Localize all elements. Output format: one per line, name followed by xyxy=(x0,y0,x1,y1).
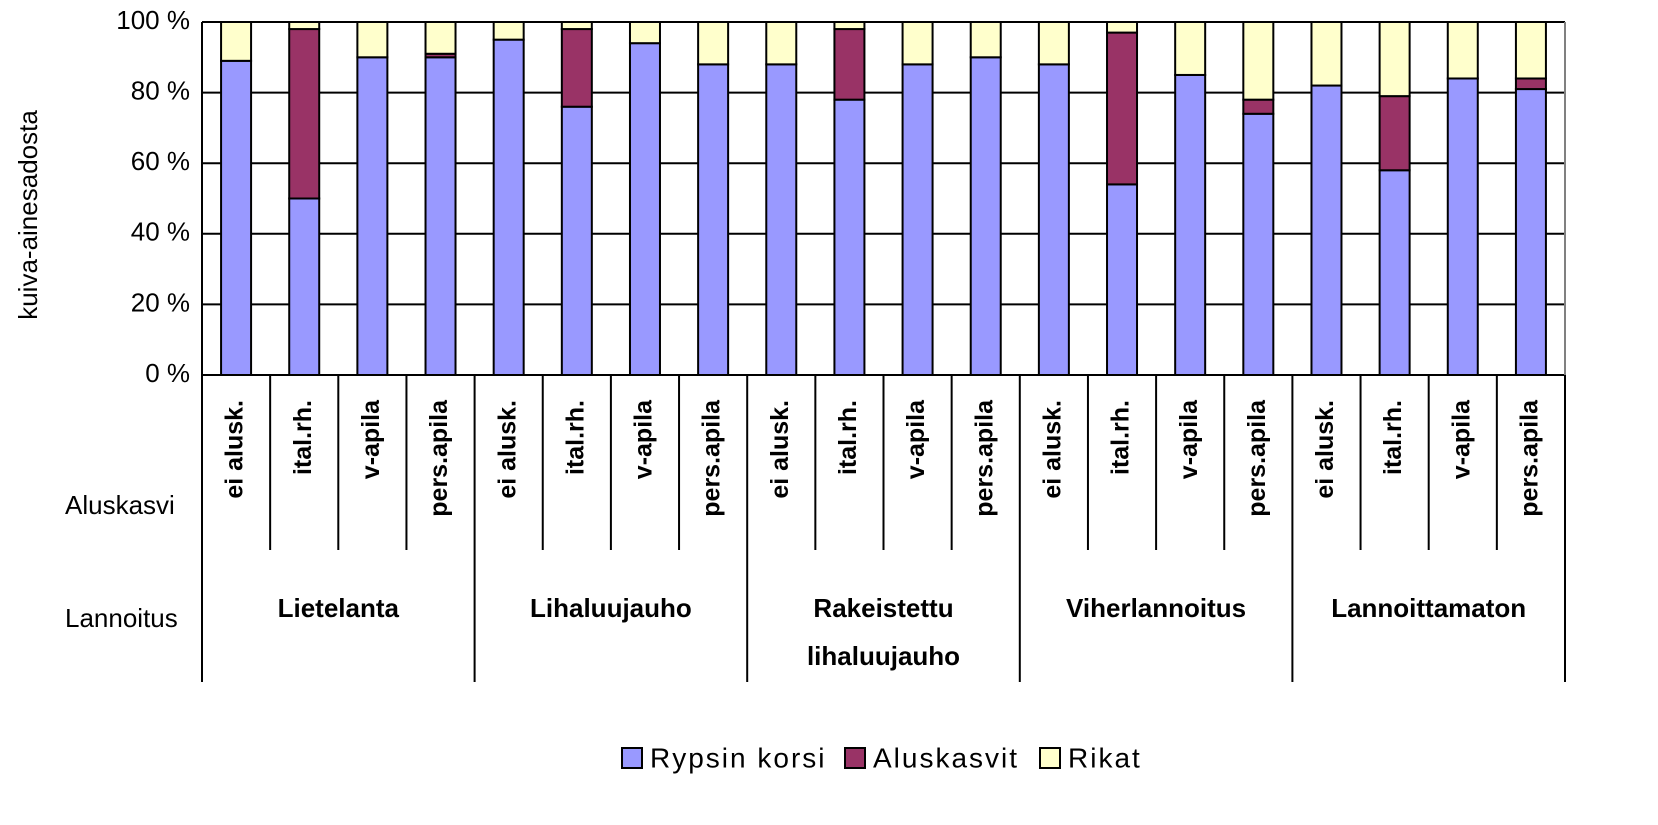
x-tick-label: pers.apila xyxy=(425,399,453,517)
legend-label: Rypsin korsi xyxy=(650,742,826,773)
x-tick-label: ital.rh. xyxy=(561,400,589,475)
bar-segment xyxy=(1514,88,1547,376)
x-tick-label: pers.apila xyxy=(1243,399,1271,517)
x-tick-label: v-apila xyxy=(357,399,385,479)
bar-segment xyxy=(356,56,389,377)
bar-segment xyxy=(1106,183,1139,376)
bar-segment xyxy=(492,38,525,377)
group-label: Lannoittamaton xyxy=(1331,593,1526,623)
bar-segment xyxy=(560,28,593,108)
bar-segment xyxy=(1037,21,1070,66)
bar-segment xyxy=(560,21,593,31)
bar-segment xyxy=(424,56,457,377)
x-tick-label: ital.rh. xyxy=(289,400,317,475)
bar-segment xyxy=(220,59,253,377)
x-tick-label: v-apila xyxy=(1175,399,1203,479)
y-tick-label: 60 % xyxy=(131,146,190,176)
bar-segment xyxy=(833,28,866,101)
row-label: Aluskasvi xyxy=(65,490,175,520)
bar-segment xyxy=(1310,21,1343,87)
row-label: Lannoitus xyxy=(65,603,178,633)
bar-segment xyxy=(901,21,934,66)
legend-label: Aluskasvit xyxy=(873,742,1019,773)
x-tick-label: pers.apila xyxy=(970,399,998,517)
bar-segment xyxy=(288,21,321,31)
bar-segment xyxy=(969,21,1002,59)
bar-segment xyxy=(1378,21,1411,98)
x-tick-label: ei alusk. xyxy=(766,400,794,499)
bar-segment xyxy=(288,197,321,376)
bar-segment xyxy=(697,63,730,377)
bar-segment xyxy=(492,21,525,41)
x-tick-label: ei alusk. xyxy=(1311,400,1339,499)
x-tick-label: ei alusk. xyxy=(493,400,521,499)
bar-segment xyxy=(1378,169,1411,376)
x-tick-label: ital.rh. xyxy=(1107,400,1135,475)
bar-segment xyxy=(628,42,661,377)
bar-segment xyxy=(288,28,321,200)
bar-segment xyxy=(833,98,866,376)
bar-segment xyxy=(1174,73,1207,376)
bar-segment xyxy=(1446,77,1479,376)
bar-segment xyxy=(1037,63,1070,377)
group-label: Rakeistettu lihaluujauho xyxy=(807,593,960,671)
legend-swatch xyxy=(844,747,866,769)
bar-segment xyxy=(969,56,1002,377)
x-tick-label: ital.rh. xyxy=(834,400,862,475)
bar-segment xyxy=(901,63,934,377)
y-tick-label: 80 % xyxy=(131,75,190,105)
y-tick-label: 0 % xyxy=(145,358,190,388)
bar-segment xyxy=(1106,21,1139,34)
y-tick-label: 40 % xyxy=(131,217,190,247)
bar-segment xyxy=(765,63,798,377)
x-tick-label: ital.rh. xyxy=(1379,400,1407,475)
y-tick-label: 100 % xyxy=(116,5,190,35)
bar-segment xyxy=(697,21,730,66)
bar-segment xyxy=(560,105,593,376)
bar-segment xyxy=(1446,21,1479,80)
bar-segment xyxy=(1106,31,1139,186)
y-axis-label: kuiva-ainesadosta xyxy=(13,110,43,320)
bar-segment xyxy=(1242,21,1275,101)
x-tick-label: pers.apila xyxy=(1516,399,1544,517)
bar-segment xyxy=(1514,21,1547,80)
bar-segment xyxy=(628,21,661,45)
bar-segment xyxy=(765,21,798,66)
legend-label: Rikat xyxy=(1068,742,1142,773)
bar-segment xyxy=(1242,98,1275,115)
bar-segment xyxy=(1310,84,1343,376)
bar-segment xyxy=(356,21,389,59)
group-label: Lietelanta xyxy=(278,593,400,623)
bar-segment xyxy=(220,21,253,62)
x-tick-label: v-apila xyxy=(630,399,658,479)
group-label: Viherlannoitus xyxy=(1066,593,1246,623)
group-label: Lihaluujauho xyxy=(530,593,692,623)
bar-segment xyxy=(424,21,457,55)
legend-swatch xyxy=(1039,747,1061,769)
x-tick-label: ei alusk. xyxy=(221,400,249,499)
x-tick-label: ei alusk. xyxy=(1038,400,1066,499)
bar-segment xyxy=(1174,21,1207,76)
legend-swatch xyxy=(621,747,643,769)
x-tick-label: pers.apila xyxy=(698,399,726,517)
bar-segment xyxy=(1378,95,1411,172)
bar-segment xyxy=(833,21,866,31)
x-tick-label: v-apila xyxy=(1447,399,1475,479)
y-tick-label: 20 % xyxy=(131,287,190,317)
bar-segment xyxy=(1514,77,1547,91)
bar-segment xyxy=(1242,112,1275,376)
x-tick-label: v-apila xyxy=(902,399,930,479)
